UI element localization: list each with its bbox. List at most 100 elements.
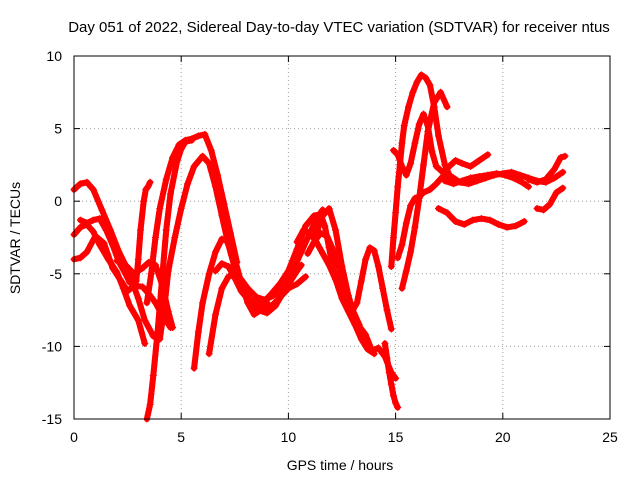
data-point — [430, 99, 438, 106]
data-point — [452, 157, 460, 164]
data-point — [134, 316, 142, 324]
data-point — [139, 283, 147, 291]
data-point — [122, 270, 129, 278]
data-point — [96, 215, 104, 223]
data-point — [552, 189, 560, 196]
data-point — [293, 238, 301, 246]
data-point — [366, 244, 374, 252]
data-point — [76, 216, 84, 224]
data-point — [212, 267, 219, 275]
series-arc-22 — [435, 205, 528, 231]
data-point — [175, 141, 183, 149]
data-point — [443, 209, 451, 217]
data-point — [250, 311, 258, 318]
data-point — [525, 183, 532, 191]
data-point — [177, 205, 185, 212]
data-point — [441, 177, 449, 185]
data-point — [199, 299, 207, 307]
data-point — [267, 290, 275, 298]
data-point — [321, 222, 329, 230]
data-point — [520, 218, 528, 225]
y-tick-label: 0 — [54, 193, 62, 209]
data-point — [164, 267, 172, 275]
data-point — [100, 239, 108, 247]
data-point — [540, 206, 547, 214]
data-point — [362, 331, 370, 339]
data-point — [182, 136, 189, 144]
data-point — [374, 263, 382, 270]
data-point — [188, 135, 196, 143]
data-point — [432, 180, 440, 188]
data-point — [156, 205, 164, 212]
data-point — [146, 401, 154, 408]
data-point — [518, 178, 526, 186]
data-point — [557, 154, 565, 162]
data-point — [194, 328, 202, 336]
data-point — [329, 247, 337, 255]
data-point — [224, 238, 232, 246]
data-point — [484, 151, 492, 159]
data-point — [76, 223, 84, 231]
data-point — [149, 371, 157, 379]
data-point — [299, 226, 307, 234]
data-point — [420, 161, 427, 169]
data-point — [394, 403, 402, 411]
data-point — [469, 216, 477, 224]
data-point — [432, 162, 440, 170]
data-point — [156, 335, 164, 343]
data-point — [510, 174, 517, 182]
data-point — [117, 277, 125, 285]
data-point — [390, 146, 397, 154]
data-point — [407, 202, 415, 210]
data-point — [218, 212, 226, 220]
data-point — [390, 392, 397, 400]
data-point — [460, 220, 468, 228]
series-arc-16 — [312, 205, 395, 333]
data-point — [424, 128, 432, 135]
data-point — [190, 162, 198, 170]
data-point — [411, 223, 419, 231]
data-point — [237, 276, 245, 284]
data-point — [561, 152, 569, 160]
data-point — [169, 154, 177, 162]
data-point — [171, 234, 179, 241]
data-point — [89, 216, 97, 224]
data-point — [218, 260, 226, 268]
data-point — [357, 335, 365, 343]
series-arc-23 — [441, 170, 532, 191]
data-point — [383, 354, 391, 362]
data-point — [242, 292, 249, 300]
data-point — [224, 263, 232, 270]
data-point — [167, 190, 174, 198]
series-arc-24 — [533, 184, 567, 214]
data-point — [310, 238, 318, 246]
data-point — [325, 261, 333, 269]
data-point — [428, 148, 436, 156]
data-point — [387, 380, 395, 388]
data-point — [122, 261, 129, 269]
data-point — [405, 103, 412, 111]
data-point — [420, 110, 427, 118]
series-arc-25 — [525, 152, 569, 186]
data-point — [486, 216, 494, 224]
data-point — [402, 267, 410, 275]
series-arc-18 — [387, 71, 455, 270]
x-tick-label: 10 — [281, 429, 297, 445]
data-point — [259, 299, 267, 307]
data-point — [407, 159, 415, 167]
data-point — [91, 232, 99, 240]
data-point — [450, 180, 457, 188]
data-point — [344, 292, 352, 300]
data-point — [390, 234, 397, 241]
data-point — [231, 255, 239, 263]
x-axis-label: GPS time / hours — [287, 457, 394, 473]
data-point — [550, 165, 558, 173]
data-point — [338, 263, 346, 270]
data-point — [323, 232, 331, 240]
data-point — [501, 171, 509, 179]
data-point — [173, 158, 181, 166]
data-point — [302, 273, 310, 281]
data-point — [475, 173, 483, 180]
data-point — [89, 186, 97, 194]
